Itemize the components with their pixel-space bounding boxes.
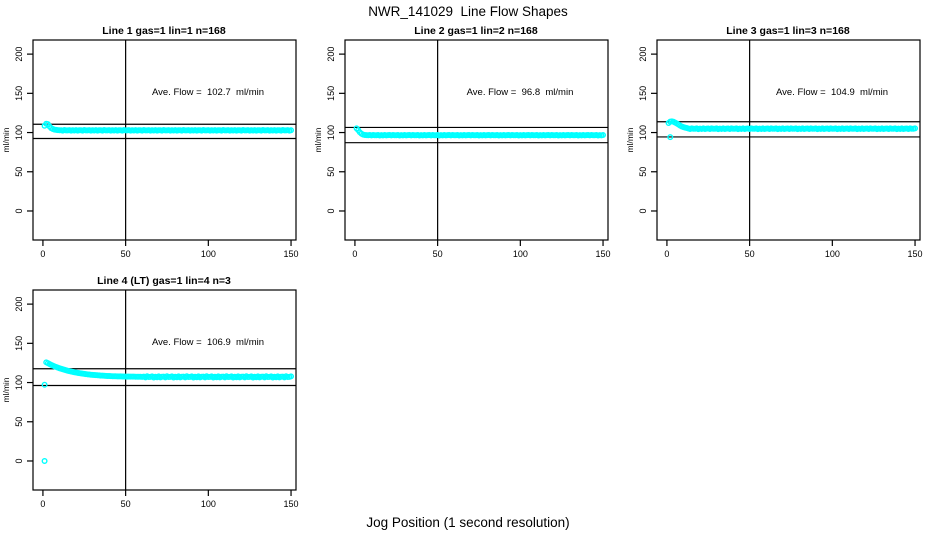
panel-grid: Line 1 gas=1 lin=1 n=168 Ave. Flow = 102… <box>0 18 936 518</box>
plot-area: 0 50 100 150 0 50 100 150 200 <box>14 289 299 509</box>
panel-title: Line 2 gas=1 lin=2 n=168 <box>414 25 538 37</box>
empty-cell <box>312 268 624 518</box>
svg-text:0: 0 <box>40 249 45 259</box>
ave-flow-label: Ave. Flow = 106.9 ml/min <box>152 337 264 348</box>
figure-title: NWR_141029 Line Flow Shapes <box>368 4 568 19</box>
svg-text:100: 100 <box>638 125 648 140</box>
ave-flow-label: Ave. Flow = 96.8 ml/min <box>467 87 574 98</box>
panel-title: Line 1 gas=1 lin=1 n=168 <box>102 25 226 37</box>
svg-text:150: 150 <box>284 249 299 259</box>
plot-area: 0 50 100 150 0 50 100 150 200 <box>14 39 299 259</box>
svg-text:100: 100 <box>513 249 528 259</box>
panel-line-4: Line 4 (LT) gas=1 lin=4 n=3 Ave. Flow = … <box>1 275 299 509</box>
svg-text:200: 200 <box>638 47 648 62</box>
panel-line-3: Line 3 gas=1 lin=3 n=168 Ave. Flow = 104… <box>625 25 923 259</box>
svg-text:150: 150 <box>638 86 648 101</box>
svg-text:200: 200 <box>14 47 24 62</box>
svg-text:100: 100 <box>201 249 216 259</box>
panel-title: Line 4 (LT) gas=1 lin=4 n=3 <box>97 275 231 287</box>
plot-area: 0 50 100 150 0 50 100 150 200 <box>326 39 611 259</box>
svg-text:150: 150 <box>14 86 24 101</box>
svg-text:50: 50 <box>14 167 24 177</box>
plot-area: 0 50 100 150 0 50 100 150 200 <box>638 39 923 259</box>
panel-line-2: Line 2 gas=1 lin=2 n=168 Ave. Flow = 96.… <box>313 25 611 259</box>
svg-text:0: 0 <box>352 249 357 259</box>
svg-text:200: 200 <box>326 47 336 62</box>
y-axis-label: ml/min <box>1 377 11 402</box>
svg-text:150: 150 <box>284 499 299 509</box>
svg-text:150: 150 <box>596 249 611 259</box>
svg-text:0: 0 <box>40 499 45 509</box>
empty-cell <box>624 268 936 518</box>
svg-text:200: 200 <box>14 297 24 312</box>
svg-text:50: 50 <box>121 249 131 259</box>
svg-text:50: 50 <box>326 167 336 177</box>
panel-line-1: Line 1 gas=1 lin=1 n=168 Ave. Flow = 102… <box>1 25 299 259</box>
x-axis-label: Jog Position (1 second resolution) <box>366 515 570 530</box>
ave-flow-label: Ave. Flow = 102.7 ml/min <box>152 87 264 98</box>
svg-text:0: 0 <box>14 458 24 463</box>
y-axis-label: ml/min <box>1 127 11 152</box>
svg-text:0: 0 <box>14 208 24 213</box>
ave-flow-label: Ave. Flow = 104.9 ml/min <box>776 87 888 98</box>
svg-text:0: 0 <box>326 208 336 213</box>
svg-text:100: 100 <box>326 125 336 140</box>
y-axis-label: ml/min <box>313 127 323 152</box>
svg-text:0: 0 <box>638 208 648 213</box>
svg-text:100: 100 <box>14 375 24 390</box>
svg-text:100: 100 <box>825 249 840 259</box>
panel-title: Line 3 gas=1 lin=3 n=168 <box>726 25 850 37</box>
svg-text:50: 50 <box>14 417 24 427</box>
y-axis-label: ml/min <box>625 127 635 152</box>
svg-text:150: 150 <box>14 336 24 351</box>
svg-text:100: 100 <box>201 499 216 509</box>
svg-text:100: 100 <box>14 125 24 140</box>
svg-text:150: 150 <box>326 86 336 101</box>
svg-text:150: 150 <box>908 249 923 259</box>
svg-text:50: 50 <box>745 249 755 259</box>
svg-text:50: 50 <box>638 167 648 177</box>
svg-text:50: 50 <box>433 249 443 259</box>
svg-text:50: 50 <box>121 499 131 509</box>
svg-text:0: 0 <box>664 249 669 259</box>
